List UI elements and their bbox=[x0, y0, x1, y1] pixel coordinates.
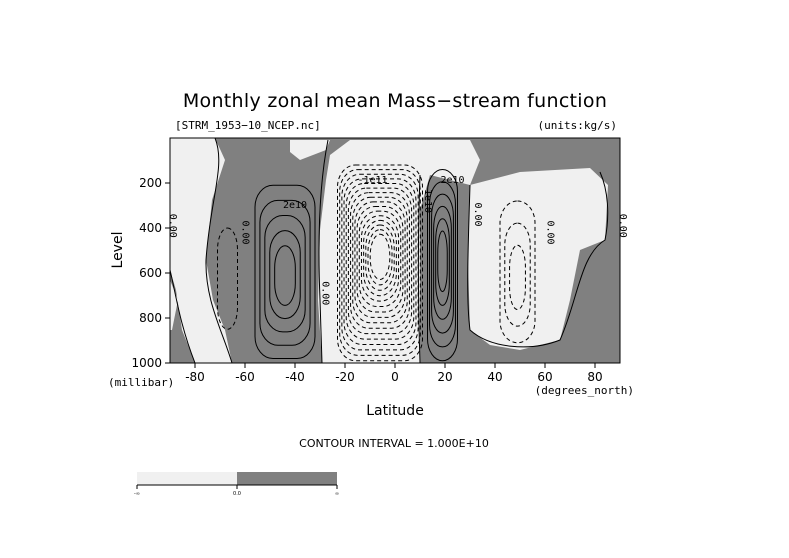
colorbar-negative-swatch bbox=[137, 472, 237, 485]
contour-line bbox=[499, 200, 536, 344]
contour-line bbox=[259, 199, 311, 346]
contour-line bbox=[274, 245, 296, 306]
y-axis-ticks: 200 400 600 800 1000 bbox=[131, 176, 170, 370]
contour-line bbox=[264, 215, 306, 333]
x-tick-label: -20 bbox=[335, 370, 355, 384]
contour-line bbox=[433, 205, 452, 320]
y-tick-label: 1000 bbox=[131, 356, 162, 370]
colorbar-label-zero: 0.0 bbox=[233, 491, 241, 497]
contour-line bbox=[431, 193, 454, 334]
colorbar-label-max: ∞ bbox=[335, 491, 339, 497]
zero-contour bbox=[467, 171, 609, 348]
contour-line bbox=[367, 229, 393, 286]
contour-line bbox=[437, 230, 448, 293]
chart-title: Monthly zonal mean Mass−stream function bbox=[183, 90, 607, 112]
x-axis-ticks: -80 -60 -40 -20 0 20 40 60 80 bbox=[185, 363, 603, 384]
contour-line bbox=[269, 230, 301, 320]
y-tick-label: 200 bbox=[139, 176, 162, 190]
x-tick-label: 80 bbox=[587, 370, 602, 384]
contour-label: 1e10 bbox=[422, 189, 433, 213]
contour-label: -1e11 bbox=[357, 175, 387, 186]
contour-line bbox=[504, 222, 531, 327]
x-axis-unit: (degrees_north) bbox=[535, 384, 634, 397]
zero-contour bbox=[205, 138, 233, 363]
contour-line bbox=[352, 196, 408, 324]
contour-line bbox=[337, 164, 423, 362]
colorbar-positive-swatch bbox=[237, 472, 337, 485]
contour-line bbox=[358, 210, 402, 308]
contour-line bbox=[509, 244, 526, 311]
colorbar-label-min: -∞ bbox=[134, 491, 140, 497]
x-tick-label: -80 bbox=[185, 370, 205, 384]
contour-line bbox=[350, 192, 410, 329]
units-label: (units:kg/s) bbox=[538, 119, 617, 132]
zero-contour bbox=[318, 139, 329, 363]
file-name-label: [STRM_1953−10_NCEP.nc] bbox=[175, 119, 321, 132]
contour-line bbox=[356, 206, 404, 313]
contour-line bbox=[339, 169, 421, 356]
negative-region bbox=[170, 280, 178, 330]
contour-label: 0.00 bbox=[617, 214, 628, 238]
y-axis-unit: (millibar) bbox=[108, 376, 174, 389]
contour-line bbox=[345, 182, 415, 340]
contour-label: 2e10 bbox=[283, 200, 307, 211]
x-tick-label: 20 bbox=[437, 370, 452, 384]
negative-region bbox=[290, 140, 330, 160]
contour-lines bbox=[170, 138, 609, 363]
contour-line bbox=[341, 173, 419, 351]
contour-label: 0.00 bbox=[545, 220, 556, 244]
contour-line bbox=[217, 227, 238, 330]
contour-interval-note: CONTOUR INTERVAL = 1.000E+10 bbox=[299, 437, 489, 450]
contour-label: 2e10 bbox=[440, 175, 464, 186]
negative-shading bbox=[170, 138, 608, 363]
y-axis-label: Level bbox=[110, 232, 126, 269]
x-axis-label: Latitude bbox=[366, 403, 424, 419]
x-tick-label: 0 bbox=[391, 370, 399, 384]
y-tick-label: 800 bbox=[139, 311, 162, 325]
contour-line bbox=[254, 184, 316, 359]
contour-label: 0.00 bbox=[240, 220, 251, 244]
zero-contour bbox=[418, 174, 421, 363]
contour-label: 0.00 bbox=[320, 281, 331, 305]
contour-line bbox=[347, 187, 413, 335]
negative-region bbox=[468, 168, 608, 350]
contour-line bbox=[363, 219, 397, 297]
contour-line bbox=[429, 181, 456, 348]
contour-line bbox=[354, 201, 406, 318]
contour-line bbox=[360, 215, 400, 302]
x-tick-label: -60 bbox=[235, 370, 255, 384]
contour-line bbox=[369, 233, 391, 280]
contour-labels: 0.00 0.00 2e10 0.00 -1e11 1e10 2e10 0.00 0.00 0.0… bbox=[167, 175, 628, 305]
x-tick-label: 60 bbox=[537, 370, 552, 384]
x-tick-label: -40 bbox=[285, 370, 305, 384]
contour-line bbox=[427, 169, 458, 362]
contour-line bbox=[435, 218, 450, 306]
x-tick-label: 40 bbox=[487, 370, 502, 384]
contour-label: 0.00 bbox=[167, 214, 178, 238]
contour-line bbox=[343, 178, 417, 345]
y-tick-label: 600 bbox=[139, 266, 162, 280]
contour-label: 0.00 bbox=[472, 202, 483, 226]
negative-region bbox=[170, 138, 232, 363]
plot-area bbox=[170, 138, 620, 363]
y-tick-label: 400 bbox=[139, 221, 162, 235]
contour-line bbox=[365, 224, 395, 291]
negative-region bbox=[318, 140, 480, 363]
colorbar: -∞ 0.0 ∞ bbox=[134, 472, 339, 497]
zero-contour bbox=[170, 269, 196, 363]
